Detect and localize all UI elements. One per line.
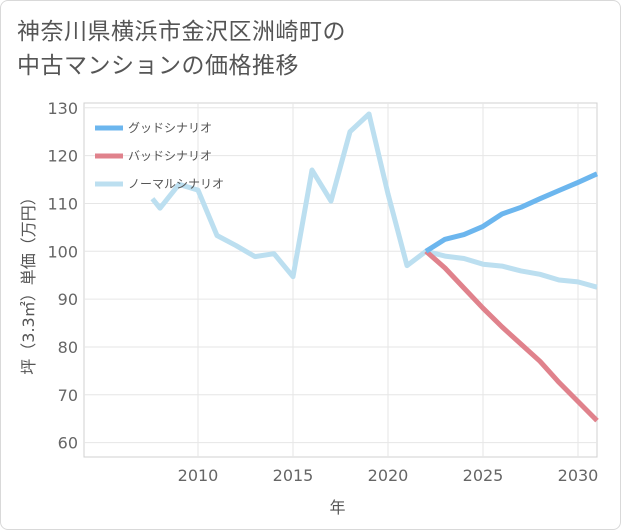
legend-label-normal: ノーマルシナリオ (128, 177, 224, 191)
chart-title: 神奈川県横浜市金沢区洲崎町の 中古マンションの価格推移 (17, 15, 346, 83)
x-tick-label: 2020 (368, 466, 409, 485)
x-tick-label: 2015 (273, 466, 314, 485)
x-tick-label: 2030 (558, 466, 599, 485)
y-tick-label: 130 (47, 99, 78, 118)
legend-label-bad: バッドシナリオ (128, 149, 212, 163)
plot-area (83, 102, 598, 458)
y-tick-label: 110 (47, 194, 78, 213)
series-line-normal (150, 111, 598, 290)
x-tick-label: 2010 (178, 466, 219, 485)
y-tick-label: 60 (58, 434, 78, 453)
legend-label-good: グッドシナリオ (128, 121, 212, 135)
series-line-good (424, 171, 599, 254)
y-tick-label: 120 (47, 147, 78, 166)
y-tick-label: 80 (58, 338, 78, 357)
y-tick-label: 90 (58, 290, 78, 309)
series-line-bad (424, 249, 599, 423)
chart-title-line-1: 神奈川県横浜市金沢区洲崎町の (17, 19, 346, 45)
y-axis-label: 坪（3.3㎡）単価（万円） (19, 189, 38, 374)
chart-title-line-2: 中古マンションの価格推移 (17, 53, 299, 79)
y-tick-label: 100 (47, 242, 78, 261)
x-tick-label: 2025 (463, 466, 504, 485)
x-axis-label: 年 (329, 498, 345, 517)
y-tick-label: 70 (58, 386, 78, 405)
